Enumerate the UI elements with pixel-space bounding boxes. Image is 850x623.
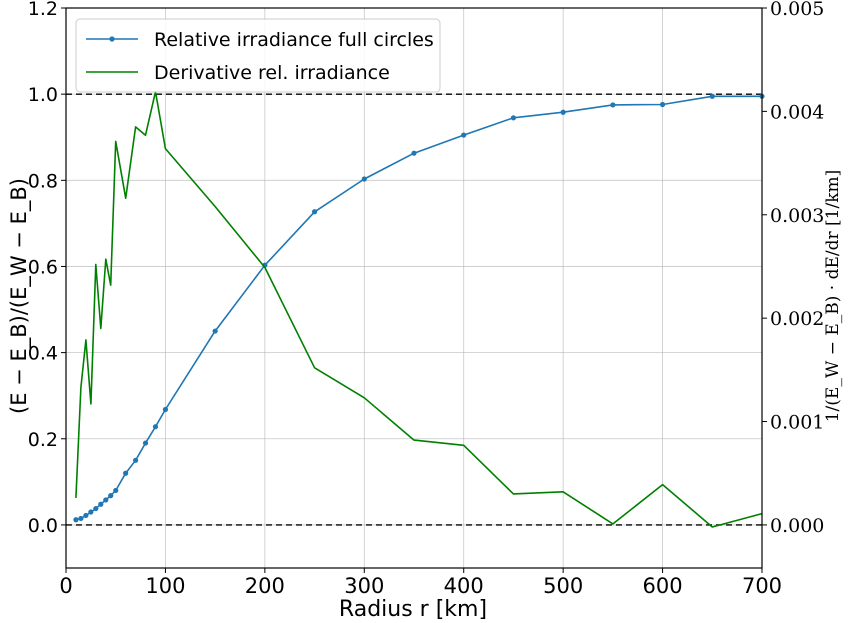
series-0-point-1 (78, 515, 84, 522)
y-right-tick-label-3: 0.003 (770, 205, 824, 227)
legend-label-relative-irradiance: Relative irradiance full circles (154, 29, 434, 51)
series-0-point-16 (311, 209, 318, 215)
x-tick-label-2: 200 (245, 574, 285, 598)
series-0-point-13 (162, 406, 169, 413)
x-tick-label-7: 700 (742, 574, 782, 598)
series-0-point-12 (152, 424, 159, 430)
series-0-point-3 (88, 509, 94, 515)
series-0-point-7 (108, 493, 114, 499)
series-0-point-8 (113, 487, 119, 494)
series-0-point-24 (709, 93, 715, 99)
y-left-tick-label-6: 1.2 (28, 0, 58, 20)
series-0-point-17 (361, 176, 367, 182)
x-tick-label-0: 0 (59, 574, 72, 598)
series-0-point-6 (103, 497, 109, 503)
y-left-tick-label-1: 0.2 (28, 429, 58, 451)
series-0-point-23 (659, 101, 666, 108)
axis-ticks: 0 100 200 300 400 500 600 700 0.0 0.2 0.4 0.6 0.8 1.0… (28, 0, 825, 598)
series-0-point-4 (93, 505, 99, 512)
y-right-tick-label-0: 0.000 (770, 515, 824, 537)
y-right-tick-label-5: 0.005 (770, 0, 824, 20)
legend-box (75, 18, 441, 93)
legend: Relative irradiance full circles Derivat… (75, 18, 441, 93)
x-tick-label-4: 400 (444, 574, 484, 598)
series-0-point-14 (212, 328, 218, 334)
y-left-tick-label-3: 0.6 (28, 256, 58, 278)
legend-label-derivative: Derivative rel. irradiance (154, 62, 390, 84)
series-0-point-20 (510, 115, 517, 121)
series-layer (73, 90, 765, 528)
y-right-tick-label-2: 0.002 (770, 308, 824, 330)
x-axis-label: Radius r [km] (339, 597, 487, 622)
y-right-tick-label-1: 0.001 (770, 412, 824, 434)
y-axis-label-left: (E − E_B)/(E_W − E_B) (7, 178, 32, 414)
series-0-point-2 (83, 512, 89, 519)
y-axis-label-right: 1/(E_W − E_B) · dE/dr [1/km] (823, 170, 843, 423)
x-tick-label-6: 600 (643, 574, 683, 598)
series-0-point-18 (411, 150, 417, 156)
x-tick-label-1: 100 (145, 574, 185, 598)
series-0-point-10 (133, 457, 139, 463)
series-0-point-22 (610, 102, 616, 108)
y-left-tick-label-0: 0.0 (28, 515, 58, 537)
y-left-tick-label-5: 1.0 (28, 84, 58, 106)
reference-lines (66, 93, 762, 526)
series-0-point-0 (73, 517, 79, 523)
y-right-tick-label-4: 0.004 (770, 101, 824, 123)
series-0-point-9 (123, 470, 129, 476)
series-0-point-19 (461, 132, 467, 138)
y-left-tick-label-4: 0.8 (28, 170, 58, 192)
y-left-tick-label-2: 0.4 (28, 343, 58, 365)
legend-marker-relative-irradiance (109, 36, 115, 42)
series-0-point-5 (98, 501, 104, 507)
x-tick-label-5: 500 (543, 574, 583, 598)
x-tick-label-3: 300 (344, 574, 384, 598)
series-0-point-11 (142, 440, 149, 446)
plot-frame (65, 7, 763, 569)
series-line-1 (75, 90, 763, 528)
series-line-0 (75, 95, 762, 521)
series-0-point-21 (560, 109, 566, 115)
